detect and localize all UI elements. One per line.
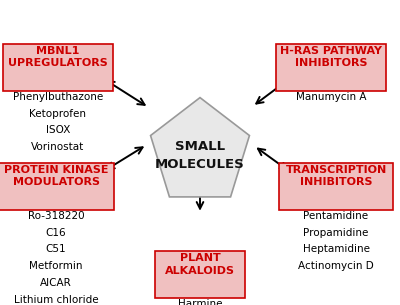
Text: C16: C16	[46, 228, 66, 238]
Text: ISOX: ISOX	[46, 125, 70, 135]
Text: Metformin: Metformin	[29, 261, 83, 271]
Text: Lithium chloride: Lithium chloride	[14, 295, 98, 305]
Text: Pentamidine: Pentamidine	[304, 211, 368, 221]
Text: Actinomycin D: Actinomycin D	[298, 261, 374, 271]
Text: PLANT
ALKALOIDS: PLANT ALKALOIDS	[165, 253, 235, 276]
Text: C51: C51	[46, 244, 66, 254]
Text: Harmine: Harmine	[178, 299, 222, 305]
Text: Manumycin A: Manumycin A	[296, 92, 366, 102]
FancyBboxPatch shape	[279, 163, 393, 210]
Text: Ro-318220: Ro-318220	[28, 211, 84, 221]
Text: AICAR: AICAR	[40, 278, 72, 288]
Text: PROTEIN KINASE
MODULATORS: PROTEIN KINASE MODULATORS	[4, 165, 108, 187]
FancyBboxPatch shape	[155, 251, 245, 298]
Text: Phenylbuthazone: Phenylbuthazone	[13, 92, 103, 102]
Text: Heptamidine: Heptamidine	[302, 244, 370, 254]
FancyBboxPatch shape	[3, 44, 113, 91]
Text: Ketoprofen: Ketoprofen	[30, 109, 86, 119]
Polygon shape	[150, 98, 250, 197]
FancyBboxPatch shape	[0, 163, 114, 210]
Text: MBNL1
UPREGULATORS: MBNL1 UPREGULATORS	[8, 46, 108, 68]
Text: H-RAS PATHWAY
INHIBITORS: H-RAS PATHWAY INHIBITORS	[280, 46, 382, 68]
Text: SMALL
MOLECULES: SMALL MOLECULES	[155, 140, 245, 171]
Text: TRANSCRIPTION
INHIBITORS: TRANSCRIPTION INHIBITORS	[285, 165, 387, 187]
Text: Vorinostat: Vorinostat	[31, 142, 85, 152]
FancyBboxPatch shape	[276, 44, 386, 91]
Text: Propamidine: Propamidine	[303, 228, 369, 238]
